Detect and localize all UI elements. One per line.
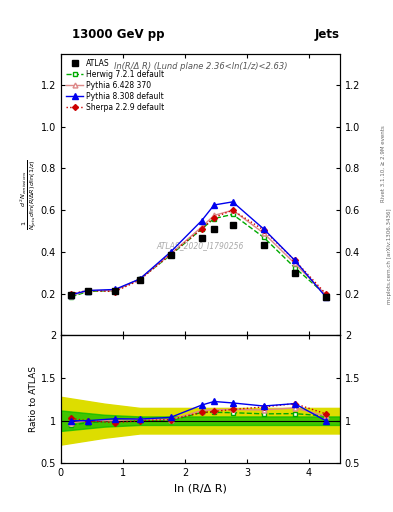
Text: ln(R/Δ R) (Lund plane 2.36<ln(1/z)<2.63): ln(R/Δ R) (Lund plane 2.36<ln(1/z)<2.63) xyxy=(114,62,287,71)
Y-axis label: $\frac{1}{N_{jets}}\frac{d^2 N_{emissions}}{d\ln(R/\Delta R)\,d\ln(1/z)}$: $\frac{1}{N_{jets}}\frac{d^2 N_{emission… xyxy=(18,159,39,230)
X-axis label: ln (R/Δ R): ln (R/Δ R) xyxy=(174,484,227,494)
Text: Jets: Jets xyxy=(315,28,340,41)
Legend: ATLAS, Herwig 7.2.1 default, Pythia 6.428 370, Pythia 8.308 default, Sherpa 2.2.: ATLAS, Herwig 7.2.1 default, Pythia 6.42… xyxy=(64,57,167,114)
Text: ATLAS_2020_I1790256: ATLAS_2020_I1790256 xyxy=(157,241,244,250)
Text: mcplots.cern.ch [arXiv:1306.3436]: mcplots.cern.ch [arXiv:1306.3436] xyxy=(387,208,391,304)
Y-axis label: Ratio to ATLAS: Ratio to ATLAS xyxy=(29,367,38,432)
Text: 13000 GeV pp: 13000 GeV pp xyxy=(72,28,164,41)
Text: Rivet 3.1.10, ≥ 2.9M events: Rivet 3.1.10, ≥ 2.9M events xyxy=(381,125,386,202)
